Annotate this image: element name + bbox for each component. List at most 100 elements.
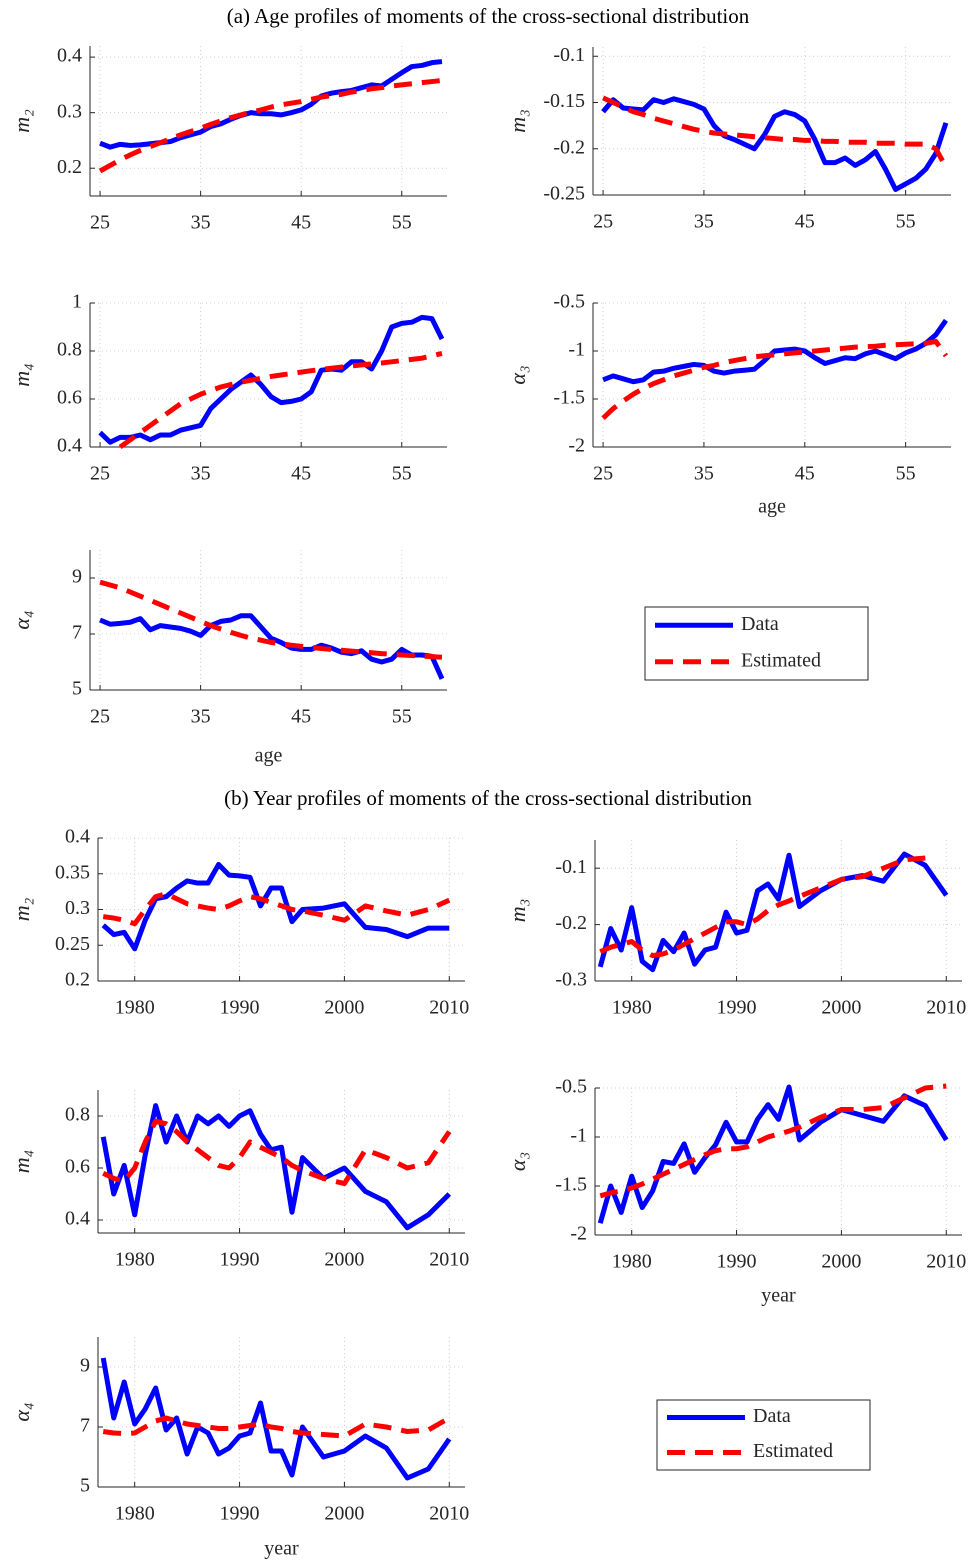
section-title: (a) Age profiles of moments of the cross… (227, 4, 750, 28)
series-line (100, 1357, 452, 1481)
legend-label: Data (741, 613, 779, 635)
y-tick-label: -1 (568, 339, 585, 361)
x-tick-label: 55 (392, 463, 412, 485)
series-line (98, 77, 443, 174)
x-tick-label: 25 (90, 212, 110, 234)
x-tick-label: 2010 (429, 1249, 469, 1271)
y-tick-label: 0.2 (65, 969, 90, 991)
x-tick-label: 25 (593, 463, 613, 485)
legend: Data Estimated (644, 606, 869, 681)
y-tick-label: -0.1 (553, 44, 585, 66)
subplot: -0.3 -0.2 -0.1 1980 1990 2000 2010 m₃ (505, 840, 966, 1019)
x-tick-label: 45 (795, 463, 815, 485)
y-tick-label: 0.3 (57, 100, 82, 122)
y-tick-label: -0.1 (555, 856, 587, 878)
x-tick-label: 1980 (612, 997, 652, 1019)
x-tick-label: 1980 (115, 1503, 155, 1525)
y-tick-label: -0.2 (553, 136, 585, 158)
subplot: -2 -1.5 -1 -0.5 1980 1990 2000 2010 α₃ year (505, 1076, 966, 1307)
series-line (101, 861, 450, 952)
legend-label: Estimated (741, 649, 821, 671)
x-axis-label: age (255, 745, 283, 767)
y-tick-label: -0.3 (555, 969, 587, 991)
x-tick-label: 1990 (220, 997, 260, 1019)
x-tick-label: 25 (593, 211, 613, 233)
series-line (99, 613, 445, 680)
x-tick-label: 2000 (821, 1251, 861, 1273)
x-tick-label: 1990 (717, 997, 757, 1019)
series-line (597, 1084, 949, 1224)
x-tick-label: 45 (291, 706, 311, 728)
x-tick-label: 45 (291, 463, 311, 485)
series-line (99, 59, 443, 150)
x-tick-label: 2010 (926, 1251, 966, 1273)
subplot: 5 7 9 25 35 45 55 α₄ age (9, 550, 447, 767)
y-tick-label: -2 (568, 435, 585, 457)
y-axis-label: m₂ (9, 897, 34, 921)
y-tick-label: 0.4 (65, 826, 90, 848)
subplot: 0.4 0.6 0.8 1 25 35 45 55 m₄ (9, 291, 447, 485)
x-tick-label: 35 (191, 463, 211, 485)
series-line (99, 579, 443, 660)
x-tick-label: 35 (191, 212, 211, 234)
y-tick-label: -1 (570, 1125, 587, 1147)
series-line (597, 851, 949, 973)
series-line (102, 891, 451, 927)
y-tick-label: 0.8 (57, 339, 82, 361)
y-tick-label: 9 (80, 1355, 90, 1377)
x-tick-label: 1980 (612, 1251, 652, 1273)
y-axis-label: m₄ (9, 363, 34, 387)
x-axis-label: year (761, 1285, 796, 1307)
x-tick-label: 2010 (429, 997, 469, 1019)
y-tick-label: 5 (72, 678, 82, 700)
x-tick-label: 2010 (926, 997, 966, 1019)
subplot: 5 7 9 1980 1990 2000 2010 α₄ year (9, 1337, 469, 1560)
legend-label: Data (753, 1405, 791, 1427)
y-tick-label: 7 (80, 1415, 90, 1437)
x-tick-label: 35 (191, 706, 211, 728)
x-tick-label: 2010 (429, 1503, 469, 1525)
y-tick-label: 0.6 (57, 387, 82, 409)
y-axis-label: α₄ (9, 1402, 34, 1421)
subplot: (a) Age profiles of moments of the cross… (9, 4, 750, 234)
x-tick-label: 45 (291, 212, 311, 234)
y-axis-label: m₂ (9, 109, 34, 133)
y-tick-label: 0.2 (57, 156, 82, 178)
y-tick-label: 0.25 (55, 933, 90, 955)
legend: Data Estimated (656, 1399, 871, 1471)
y-axis-label: m₃ (505, 899, 530, 923)
y-tick-label: 1 (72, 291, 82, 313)
section-title: (b) Year profiles of moments of the cros… (224, 786, 752, 810)
y-tick-label: 7 (72, 622, 82, 644)
y-tick-label: -0.15 (543, 90, 585, 112)
x-tick-label: 1990 (220, 1249, 260, 1271)
subplot: -2 -1.5 -1 -0.5 25 35 45 55 α₃ age (505, 291, 951, 518)
x-tick-label: 45 (795, 211, 815, 233)
x-tick-label: 25 (90, 706, 110, 728)
y-tick-label: 0.4 (65, 1208, 90, 1230)
y-tick-label: 9 (72, 566, 82, 588)
y-tick-label: 0.4 (57, 435, 82, 457)
y-tick-label: -0.5 (555, 1076, 587, 1098)
x-tick-label: 1980 (115, 997, 155, 1019)
y-axis-label: α₃ (505, 365, 530, 384)
y-tick-label: 0.4 (57, 45, 82, 67)
series-line (602, 318, 949, 385)
y-tick-label: -0.2 (555, 912, 587, 934)
y-tick-label: 5 (80, 1475, 90, 1497)
x-tick-label: 1990 (220, 1503, 260, 1525)
x-tick-label: 2000 (324, 997, 364, 1019)
series-line (602, 95, 949, 169)
y-tick-label: -2 (570, 1223, 587, 1245)
subplot: -0.25 -0.2 -0.15 -0.1 25 35 45 55 m₃ (505, 44, 951, 233)
y-tick-label: -0.25 (543, 183, 585, 205)
x-tick-label: 55 (392, 212, 412, 234)
y-tick-label: 0.8 (65, 1104, 90, 1126)
x-tick-label: 25 (90, 463, 110, 485)
x-axis-label: age (758, 496, 786, 518)
y-tick-label: -1.5 (553, 387, 585, 409)
y-axis-label: m₃ (505, 109, 530, 133)
x-tick-label: 35 (694, 211, 714, 233)
subplot: (b) Year profiles of moments of the cros… (9, 786, 752, 1019)
series-line (599, 1083, 947, 1199)
